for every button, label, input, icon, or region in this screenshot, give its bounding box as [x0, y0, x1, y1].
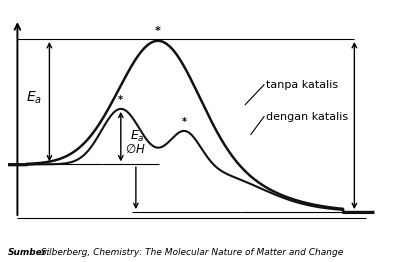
- Text: dengan katalis: dengan katalis: [266, 112, 348, 122]
- Text: *: *: [155, 26, 161, 36]
- Text: $E_a$: $E_a$: [130, 129, 145, 144]
- Text: tanpa katalis: tanpa katalis: [266, 80, 338, 90]
- Text: $E_a$: $E_a$: [26, 90, 42, 106]
- Text: Sumber:: Sumber:: [8, 248, 51, 257]
- Text: $\varnothing H$: $\varnothing H$: [126, 143, 146, 156]
- Text: Silberberg, Chemistry: The Molecular Nature of Matter and Change: Silberberg, Chemistry: The Molecular Nat…: [38, 248, 343, 257]
- Text: *: *: [182, 117, 186, 127]
- Text: *: *: [118, 95, 123, 105]
